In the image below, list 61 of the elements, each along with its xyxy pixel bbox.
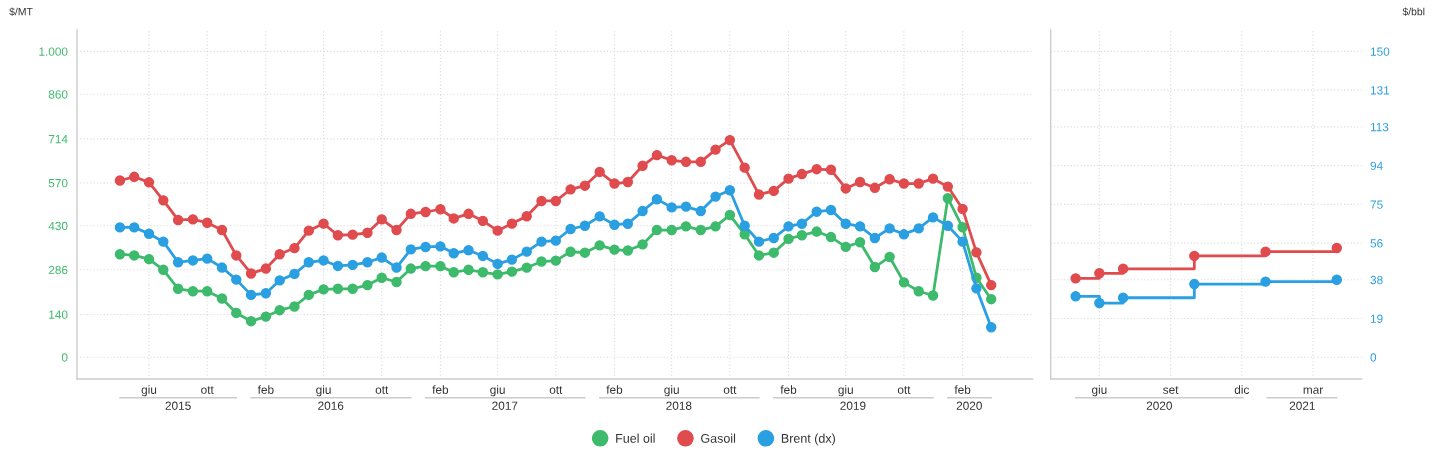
x2-tick-label: 2016: [318, 401, 344, 410]
y-tick-label: 286: [48, 265, 68, 275]
x-tick-label: feb: [257, 385, 274, 394]
x-tick-label: mar: [1303, 387, 1323, 394]
x-tick-label: ott: [201, 386, 214, 394]
point: [1331, 242, 1342, 254]
x-tick-label: set: [1163, 386, 1179, 394]
x-tick-label: giu: [1091, 385, 1107, 397]
x-tick-label: ott: [375, 386, 389, 394]
y2-tick-label: 0: [1370, 353, 1377, 362]
x-tick-label: giu: [490, 385, 505, 397]
x-tick-label: feb: [954, 385, 971, 394]
y-tick-label: 0: [61, 353, 68, 362]
x-tick-label: dic: [1234, 385, 1250, 394]
point: [1094, 268, 1105, 279]
x2-tick-label: 2018: [666, 401, 692, 410]
legend-label: Brent (dx): [781, 433, 835, 446]
y2-tick-label: 19: [1370, 314, 1383, 323]
y2-tick-label: 150: [1370, 47, 1390, 56]
y-tick-label: 860: [48, 90, 68, 99]
y2-tick-label: 75: [1370, 200, 1383, 209]
point: [1260, 246, 1271, 257]
y2-tick-label: 94: [1370, 161, 1383, 170]
x2-tick-label: 2020: [956, 401, 982, 410]
x2-tick-label: 2017: [492, 401, 518, 410]
y-tick-label: 570: [48, 178, 68, 188]
y-axis-title: $/MT: [9, 7, 33, 16]
point: [1331, 274, 1342, 286]
legend-label: Gasoil: [701, 433, 736, 443]
x-tick-label: feb: [780, 385, 797, 394]
point: [1070, 291, 1081, 302]
point: [1260, 276, 1271, 287]
x-tick-label: giu: [664, 385, 679, 397]
y2-tick-label: 56: [1370, 239, 1383, 248]
y-tick-label: 1.000: [39, 47, 68, 56]
y2-axis-title: $/bbl: [1402, 7, 1425, 16]
point: [1117, 263, 1129, 274]
point: [1117, 292, 1129, 303]
x-tick-label: feb: [432, 385, 449, 394]
point: [1070, 273, 1081, 284]
x-tick-label: giu: [838, 385, 853, 397]
x2-tick-label: 2020: [1146, 401, 1172, 410]
y2-tick-label: 38: [1370, 275, 1383, 285]
y-tick-label: 430: [48, 221, 68, 231]
x-tick-label: giu: [316, 385, 331, 397]
y2-tick-label: 131: [1370, 86, 1390, 95]
x-tick-label: ott: [723, 386, 737, 394]
x-tick-label: giu: [141, 385, 157, 397]
y-tick-label: 714: [48, 135, 68, 144]
x-tick-label: ott: [549, 386, 563, 394]
legend-label: Fuel oil: [616, 433, 655, 443]
y2-tick-label: 113: [1370, 122, 1389, 132]
point: [1189, 250, 1200, 262]
x2-tick-label: 2015: [165, 401, 191, 410]
point: [1189, 278, 1200, 290]
x-tick-label: feb: [606, 385, 623, 394]
x2-tick-label: 2021: [1289, 401, 1315, 410]
y-tick-label: 140: [49, 310, 68, 319]
x2-tick-label: 2019: [840, 401, 866, 410]
point: [1094, 297, 1105, 309]
x-tick-label: ott: [897, 386, 911, 394]
